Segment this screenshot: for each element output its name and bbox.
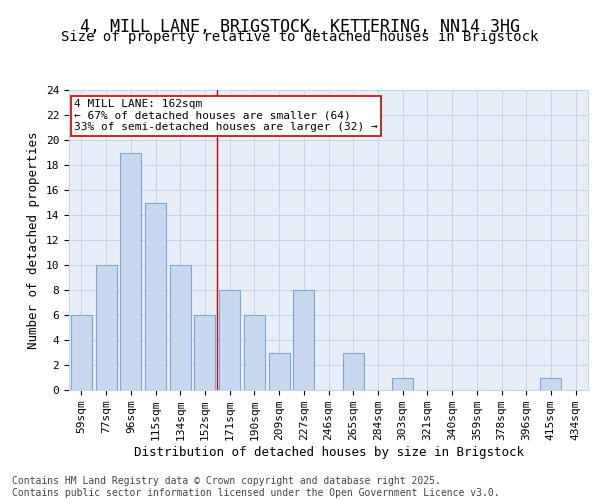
Bar	[120, 152, 141, 390]
Bar	[269, 352, 290, 390]
Bar	[392, 378, 413, 390]
Bar	[71, 315, 92, 390]
Bar	[541, 378, 562, 390]
Bar	[293, 290, 314, 390]
Bar	[244, 315, 265, 390]
Y-axis label: Number of detached properties: Number of detached properties	[27, 131, 40, 349]
Text: Size of property relative to detached houses in Brigstock: Size of property relative to detached ho…	[61, 30, 539, 44]
Text: 4, MILL LANE, BRIGSTOCK, KETTERING, NN14 3HG: 4, MILL LANE, BRIGSTOCK, KETTERING, NN14…	[80, 18, 520, 36]
X-axis label: Distribution of detached houses by size in Brigstock: Distribution of detached houses by size …	[133, 446, 523, 459]
Bar	[194, 315, 215, 390]
Text: 4 MILL LANE: 162sqm
← 67% of detached houses are smaller (64)
33% of semi-detach: 4 MILL LANE: 162sqm ← 67% of detached ho…	[74, 99, 378, 132]
Bar	[343, 352, 364, 390]
Bar	[95, 265, 116, 390]
Text: Contains HM Land Registry data © Crown copyright and database right 2025.
Contai: Contains HM Land Registry data © Crown c…	[12, 476, 500, 498]
Bar	[219, 290, 240, 390]
Bar	[170, 265, 191, 390]
Bar	[145, 202, 166, 390]
